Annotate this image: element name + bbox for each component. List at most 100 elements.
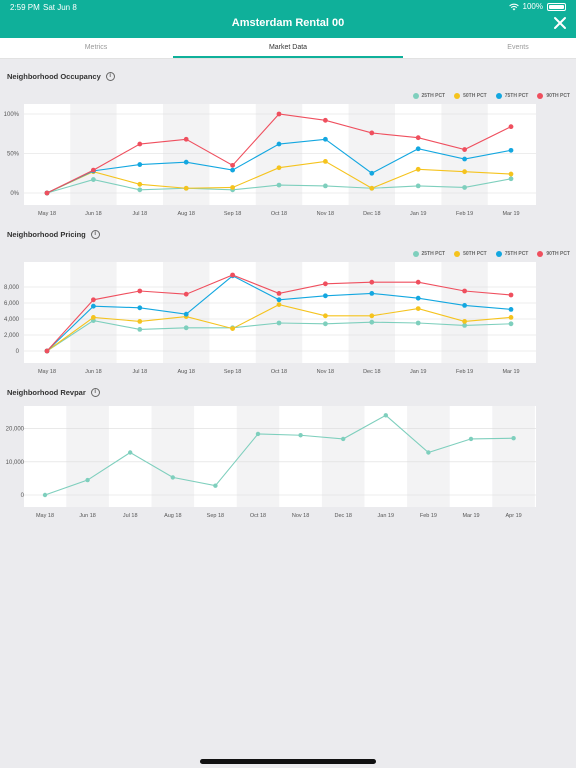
data-point [508,176,514,182]
pricing-chart: 8,000 6,000 4,000 2,000 0 May 18 Jun 18 Jul 18 A… [4,262,536,375]
legend-label: 75TH PCT [504,93,529,99]
x-tick-label: Jun 18 [85,369,102,375]
column-band [66,406,109,507]
legend-label: 90TH PCT [546,251,570,257]
legend-label: 25TH PCT [421,251,446,257]
column-band [255,104,303,205]
legend-label: 75TH PCT [504,251,529,257]
legend-dot [495,93,502,99]
data-point [415,306,421,311]
x-tick-label: Jul 18 [132,369,147,375]
data-point [462,288,467,294]
y-tick-label: 0 [21,493,25,499]
legend-label: 50TH PCT [463,93,487,99]
data-point [323,183,328,189]
column-band [70,262,117,363]
data-point [183,185,189,191]
y-tick-label: 10,000 [6,460,25,466]
wifi-icon [508,3,519,10]
info-icon[interactable]: i [90,388,100,397]
data-point [508,315,514,320]
data-point [91,297,96,303]
data-point [415,279,421,285]
data-point [183,325,189,331]
data-point [426,450,431,455]
data-point [170,475,175,480]
home-indicator[interactable] [200,759,376,764]
x-tick-label: Sep 18 [224,369,241,375]
legend-dot [537,93,544,99]
column-band [348,262,395,363]
data-point [230,326,236,331]
tab-market-data[interactable]: Market Data [268,44,308,51]
legend-dot [495,251,502,257]
close-icon[interactable] [552,15,568,31]
x-tick-label: Jan 19 [410,369,427,375]
data-point [183,159,189,165]
data-point [508,307,514,312]
data-point [91,177,96,182]
data-point [276,141,282,147]
data-point [298,433,303,438]
pricing-title: Neighborhood Pricing [7,230,86,239]
x-tick-label: Oct 18 [271,211,287,217]
x-tick-label: Jun 18 [79,513,96,519]
data-point [276,302,282,307]
x-tick-label: Aug 18 [177,369,194,375]
y-tick-label: 2,000 [4,333,20,339]
y-tick-label: 50% [7,152,20,158]
data-point [85,477,90,483]
data-point [276,291,282,296]
x-tick-label: May 18 [38,369,56,375]
info-icon[interactable]: i [90,230,100,239]
data-point [276,297,282,303]
data-point [323,293,328,299]
column-band [441,262,488,363]
tab-metrics[interactable]: Metrics [84,44,108,51]
data-point [213,483,218,488]
legend-item: 90TH PCT [537,251,570,257]
y-tick-label: 0 [16,349,20,355]
status-time: 2:59 PM [10,3,40,12]
data-point [341,436,346,442]
column-band [321,406,365,507]
occupancy-title: Neighborhood Occupancy [7,72,101,81]
x-tick-label: Feb 19 [456,211,473,217]
legend-item: 50TH PCT [454,93,487,99]
data-point [415,166,421,172]
data-point [415,146,421,152]
x-tick-label: May 18 [36,513,54,519]
data-point [44,190,50,196]
x-tick-label: Oct 18 [250,513,266,519]
x-tick-label: Aug 18 [164,513,181,519]
column-band [70,104,117,205]
legend-item: 90TH PCT [537,93,570,99]
legend-label: 50TH PCT [463,251,487,257]
occupancy-chart: 100% 50% 0% May 18 Jun 18 Jul 18 Aug 18 Sep 18 O… [4,104,536,217]
x-tick-label: Oct 18 [271,369,287,375]
data-point [183,136,189,142]
data-point [508,321,514,327]
info-icon[interactable]: i [105,72,115,81]
data-point [415,320,421,326]
x-tick-label: Apr 19 [505,513,521,519]
data-point [230,167,236,173]
data-point [137,327,143,332]
legend-item: 75TH PCT [495,251,529,257]
column-band [492,406,535,507]
data-point [137,141,143,147]
x-tick-label: Nov 18 [317,369,334,375]
navigation-bar: 2:59 PM Sat Jun 8 100% Amsterdam Rental … [0,0,576,38]
column-band [236,406,280,507]
tab-events[interactable]: Events [507,44,529,51]
y-tick-label: 6,000 [4,301,20,307]
data-point [323,117,328,123]
data-point [462,323,467,328]
x-tick-label: Sep 18 [224,211,241,217]
chart-panel [24,406,536,507]
pricing-legend: 25TH PCT 50TH PCT 75TH PCT 90TH PCT [412,251,570,257]
series-line [44,414,514,496]
x-tick-label: Jan 19 [410,211,427,217]
data-point [369,319,375,325]
x-tick-label: Jun 18 [85,211,102,217]
